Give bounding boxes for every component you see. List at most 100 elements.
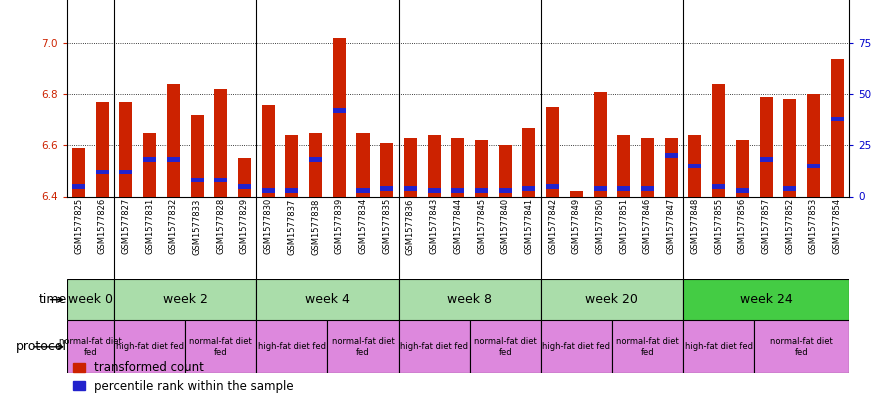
Bar	[783, 186, 797, 191]
Text: GSM1577831: GSM1577831	[145, 198, 154, 254]
Text: GSM1577845: GSM1577845	[477, 198, 486, 254]
Bar	[594, 92, 606, 196]
Bar	[256, 320, 327, 373]
Text: GSM1577855: GSM1577855	[714, 198, 723, 254]
Bar	[190, 115, 204, 196]
Text: GSM1577833: GSM1577833	[193, 198, 202, 255]
Text: GSM1577847: GSM1577847	[667, 198, 676, 254]
Bar	[452, 138, 464, 196]
Bar	[807, 94, 820, 196]
Text: GSM1577846: GSM1577846	[643, 198, 652, 254]
Text: GSM1577825: GSM1577825	[74, 198, 83, 254]
Bar	[541, 320, 612, 373]
Text: GSM1577853: GSM1577853	[809, 198, 818, 254]
Bar	[238, 184, 251, 189]
Bar	[712, 184, 725, 189]
Text: normal-fat diet
fed: normal-fat diet fed	[770, 337, 833, 356]
Bar	[143, 132, 156, 196]
Text: GSM1577839: GSM1577839	[335, 198, 344, 254]
Bar	[214, 178, 228, 182]
Bar	[332, 38, 346, 197]
Text: GSM1577827: GSM1577827	[122, 198, 131, 254]
Bar	[404, 186, 417, 191]
Text: normal-fat diet
fed: normal-fat diet fed	[332, 337, 395, 356]
Text: normal-fat diet
fed: normal-fat diet fed	[59, 337, 122, 356]
Bar	[807, 163, 820, 168]
Text: protocol: protocol	[16, 340, 67, 353]
Bar	[546, 107, 559, 196]
Bar	[541, 279, 683, 320]
Bar	[759, 158, 773, 162]
Bar	[167, 158, 180, 162]
Bar	[285, 188, 299, 193]
Bar	[665, 138, 677, 196]
Bar	[380, 143, 393, 196]
Text: GSM1577848: GSM1577848	[691, 198, 700, 254]
Bar	[469, 320, 541, 373]
Bar	[688, 135, 701, 196]
Bar	[736, 140, 749, 196]
Bar	[499, 188, 512, 193]
Bar	[617, 135, 630, 196]
Bar	[736, 188, 749, 193]
Text: GSM1577836: GSM1577836	[406, 198, 415, 255]
Bar	[665, 153, 677, 158]
Bar	[119, 170, 132, 174]
Bar	[114, 320, 185, 373]
Text: GSM1577830: GSM1577830	[264, 198, 273, 254]
Bar	[830, 117, 844, 121]
Legend: transformed count, percentile rank within the sample: transformed count, percentile rank withi…	[68, 356, 299, 393]
Text: GSM1577832: GSM1577832	[169, 198, 178, 254]
Text: normal-fat diet
fed: normal-fat diet fed	[189, 337, 252, 356]
Text: week 8: week 8	[447, 293, 493, 306]
Text: time: time	[38, 293, 67, 306]
Bar	[688, 163, 701, 168]
Bar	[119, 102, 132, 196]
Text: normal-fat diet
fed: normal-fat diet fed	[474, 337, 537, 356]
Bar	[683, 320, 754, 373]
Text: high-fat diet fed: high-fat diet fed	[116, 342, 184, 351]
Text: GSM1577835: GSM1577835	[382, 198, 391, 254]
Bar	[356, 188, 370, 193]
Text: GSM1577857: GSM1577857	[762, 198, 771, 254]
Bar	[309, 132, 322, 196]
Text: GSM1577841: GSM1577841	[525, 198, 533, 254]
Bar	[641, 186, 654, 191]
Text: GSM1577834: GSM1577834	[358, 198, 367, 254]
Text: GSM1577828: GSM1577828	[216, 198, 225, 254]
Bar	[546, 184, 559, 189]
Bar	[327, 320, 398, 373]
Text: GSM1577837: GSM1577837	[287, 198, 296, 255]
Bar	[143, 158, 156, 162]
Text: GSM1577829: GSM1577829	[240, 198, 249, 254]
Text: GSM1577854: GSM1577854	[833, 198, 842, 254]
Bar	[114, 279, 256, 320]
Bar	[783, 99, 797, 196]
Bar	[404, 138, 417, 196]
Bar	[96, 102, 108, 196]
Text: week 4: week 4	[305, 293, 350, 306]
Text: week 20: week 20	[586, 293, 638, 306]
Bar	[214, 89, 228, 196]
Bar	[617, 186, 630, 191]
Bar	[72, 148, 85, 196]
Text: GSM1577826: GSM1577826	[98, 198, 107, 254]
Bar	[523, 128, 535, 196]
Bar	[398, 279, 541, 320]
Bar	[428, 135, 441, 196]
Bar	[523, 186, 535, 191]
Bar	[712, 84, 725, 196]
Text: week 24: week 24	[740, 293, 792, 306]
Bar	[612, 320, 683, 373]
Bar	[238, 158, 251, 196]
Bar	[261, 105, 275, 196]
Text: GSM1577849: GSM1577849	[572, 198, 581, 254]
Text: GSM1577856: GSM1577856	[738, 198, 747, 254]
Bar	[380, 186, 393, 191]
Text: GSM1577843: GSM1577843	[429, 198, 438, 254]
Bar	[185, 320, 256, 373]
Text: high-fat diet fed: high-fat diet fed	[685, 342, 753, 351]
Bar	[641, 138, 654, 196]
Bar	[830, 59, 844, 196]
Bar	[754, 320, 849, 373]
